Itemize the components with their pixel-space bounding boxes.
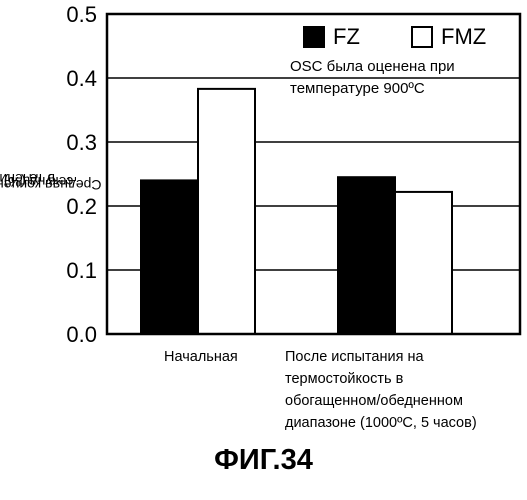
y-tick-label: 0.5 bbox=[66, 2, 97, 27]
category-label-initial: Начальная bbox=[164, 346, 238, 368]
y-tick-label: 0.2 bbox=[66, 194, 97, 219]
bar-fmz-0 bbox=[198, 89, 255, 334]
bar-fz-1 bbox=[338, 177, 395, 334]
legend-label-fz: FZ bbox=[333, 25, 360, 49]
bar-fmz-1 bbox=[395, 192, 452, 334]
legend-swatch-fmz bbox=[411, 26, 433, 48]
category-label-after-test-line4: диапазоне (1000ºC, 5 часов) bbox=[285, 412, 477, 434]
y-tick-label: 0.0 bbox=[66, 322, 97, 347]
bars bbox=[141, 89, 452, 334]
y-axis-label-line2: секунд (%) bbox=[0, 173, 208, 191]
category-label-after-test-line2: термостойкость в bbox=[285, 368, 477, 390]
legend-label-fmz: FMZ bbox=[441, 25, 486, 49]
y-tick-label: 0.1 bbox=[66, 258, 97, 283]
category-label-after-test: После испытания на термостойкость в обог… bbox=[285, 346, 477, 434]
category-label-after-test-line1: После испытания на bbox=[285, 346, 477, 368]
annotation-line2: температуре 900ºC bbox=[290, 78, 455, 100]
annotation-line1: OSC была оценена при bbox=[290, 56, 455, 78]
category-label-initial-line1: Начальная bbox=[164, 346, 238, 368]
category-label-after-test-line3: обогащенном/обедненном bbox=[285, 390, 477, 412]
annotation: OSC была оценена при температуре 900ºC bbox=[290, 56, 455, 100]
y-tick-label: 0.3 bbox=[66, 130, 97, 155]
legend-swatch-fz bbox=[303, 26, 325, 48]
y-tick-label: 0.4 bbox=[66, 66, 97, 91]
bar-fz-0 bbox=[141, 180, 198, 334]
figure-caption: ФИГ.34 bbox=[0, 444, 527, 477]
